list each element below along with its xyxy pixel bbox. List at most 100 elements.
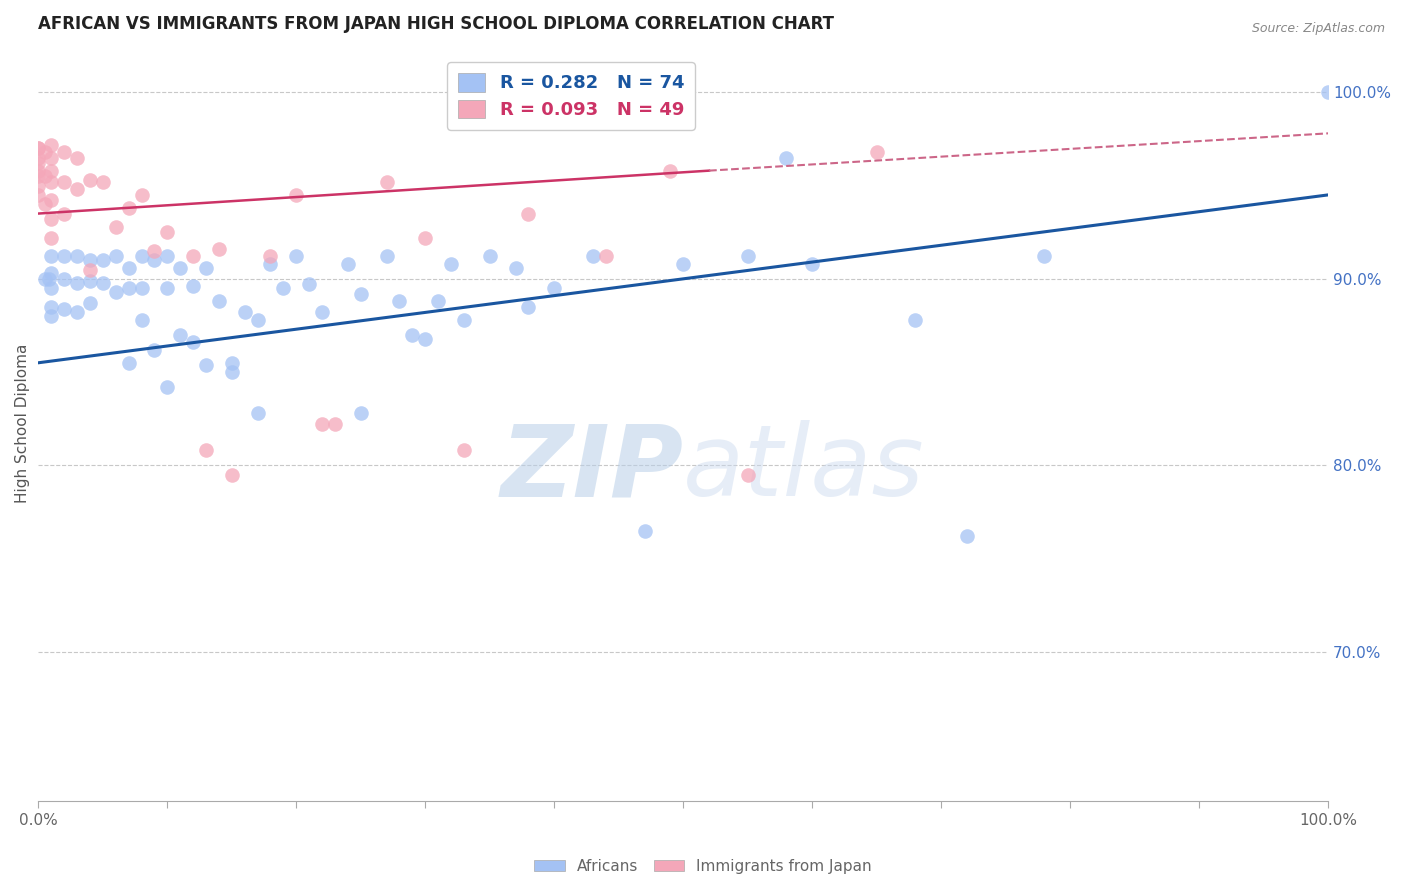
- Point: [633, 524, 655, 538]
- Point: [104, 250, 127, 264]
- Point: [285, 250, 308, 264]
- Point: [27, 141, 49, 155]
- Point: [66, 276, 89, 290]
- Point: [181, 335, 204, 350]
- Point: [775, 151, 797, 165]
- Point: [39, 266, 62, 280]
- Point: [27, 156, 49, 170]
- Point: [143, 253, 166, 268]
- Point: [34, 272, 56, 286]
- Point: [413, 231, 436, 245]
- Point: [79, 262, 101, 277]
- Point: [39, 151, 62, 165]
- Point: [208, 294, 231, 309]
- Point: [737, 467, 759, 482]
- Point: [39, 212, 62, 227]
- Point: [53, 272, 76, 286]
- Point: [375, 175, 398, 189]
- Point: [156, 250, 179, 264]
- Point: [181, 279, 204, 293]
- Point: [440, 257, 463, 271]
- Point: [169, 260, 191, 275]
- Point: [1317, 85, 1340, 99]
- Point: [131, 250, 153, 264]
- Point: [388, 294, 411, 309]
- Point: [221, 356, 243, 370]
- Point: [375, 250, 398, 264]
- Point: [285, 187, 308, 202]
- Point: [79, 274, 101, 288]
- Y-axis label: High School Diploma: High School Diploma: [15, 343, 30, 503]
- Point: [91, 253, 114, 268]
- Point: [233, 305, 256, 319]
- Point: [156, 281, 179, 295]
- Point: [39, 309, 62, 323]
- Point: [91, 276, 114, 290]
- Point: [195, 260, 218, 275]
- Point: [53, 175, 76, 189]
- Point: [27, 178, 49, 193]
- Point: [39, 250, 62, 264]
- Point: [39, 137, 62, 152]
- Point: [117, 356, 139, 370]
- Point: [401, 327, 423, 342]
- Point: [131, 281, 153, 295]
- Point: [737, 250, 759, 264]
- Point: [904, 313, 927, 327]
- Point: [246, 406, 269, 420]
- Legend: R = 0.282   N = 74, R = 0.093   N = 49: R = 0.282 N = 74, R = 0.093 N = 49: [447, 62, 695, 130]
- Point: [117, 201, 139, 215]
- Point: [79, 173, 101, 187]
- Point: [34, 145, 56, 159]
- Point: [143, 343, 166, 357]
- Point: [66, 250, 89, 264]
- Point: [117, 281, 139, 295]
- Point: [350, 286, 373, 301]
- Legend: Africans, Immigrants from Japan: Africans, Immigrants from Japan: [529, 853, 877, 880]
- Point: [66, 151, 89, 165]
- Point: [131, 187, 153, 202]
- Point: [413, 332, 436, 346]
- Point: [273, 281, 295, 295]
- Point: [156, 225, 179, 239]
- Point: [582, 250, 605, 264]
- Point: [53, 301, 76, 316]
- Point: [311, 305, 333, 319]
- Point: [517, 206, 540, 220]
- Point: [543, 281, 565, 295]
- Point: [259, 257, 281, 271]
- Point: [79, 253, 101, 268]
- Point: [350, 406, 373, 420]
- Text: Source: ZipAtlas.com: Source: ZipAtlas.com: [1251, 22, 1385, 36]
- Point: [104, 219, 127, 234]
- Point: [505, 260, 527, 275]
- Point: [169, 327, 191, 342]
- Point: [298, 277, 321, 292]
- Point: [659, 163, 682, 178]
- Point: [53, 206, 76, 220]
- Point: [39, 163, 62, 178]
- Point: [104, 285, 127, 299]
- Point: [323, 417, 346, 432]
- Point: [246, 313, 269, 327]
- Point: [672, 257, 695, 271]
- Point: [181, 250, 204, 264]
- Point: [38, 272, 60, 286]
- Point: [66, 305, 89, 319]
- Point: [53, 145, 76, 159]
- Point: [195, 443, 218, 458]
- Point: [27, 163, 49, 178]
- Point: [79, 296, 101, 310]
- Point: [453, 313, 475, 327]
- Point: [866, 145, 889, 159]
- Point: [336, 257, 359, 271]
- Point: [66, 182, 89, 196]
- Point: [91, 175, 114, 189]
- Point: [156, 380, 179, 394]
- Point: [34, 169, 56, 184]
- Point: [39, 231, 62, 245]
- Point: [27, 169, 49, 184]
- Point: [595, 250, 617, 264]
- Point: [1033, 250, 1056, 264]
- Point: [195, 358, 218, 372]
